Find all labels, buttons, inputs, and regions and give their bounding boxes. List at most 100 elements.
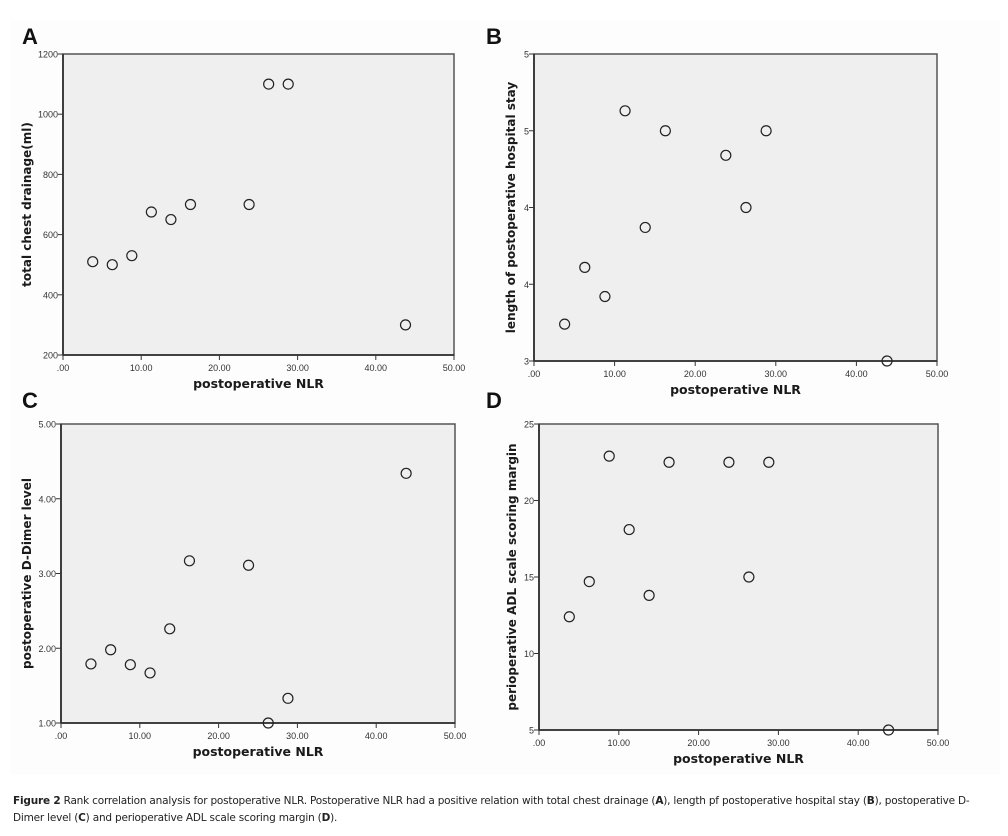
data-point	[124, 659, 136, 671]
y-tick-label: 20	[524, 496, 534, 506]
data-point	[85, 658, 97, 670]
panel-label-d: D	[486, 388, 502, 413]
data-point	[623, 523, 635, 536]
y-tick-label: 3	[524, 357, 529, 367]
caption-segment: ) and perioperative ADL scale scoring ma…	[85, 812, 322, 824]
x-tick-label: 40.00	[845, 369, 868, 379]
data-point	[165, 213, 177, 226]
data-point	[282, 78, 294, 90]
x-tick-label: .00	[55, 731, 68, 741]
x-tick-label: 20.00	[208, 363, 231, 373]
x-tick-label: 30.00	[286, 363, 309, 373]
panel-label-c: C	[22, 388, 38, 413]
caption-segment: Rank correlation analysis for postoperat…	[60, 795, 656, 807]
y-tick-label: 4	[524, 203, 529, 213]
x-tick-label: 20.00	[207, 731, 230, 741]
data-point	[723, 456, 735, 468]
data-point	[760, 125, 772, 137]
x-tick-label: .00	[533, 738, 546, 748]
x-tick-label: 50.00	[926, 369, 949, 379]
data-point	[399, 319, 412, 331]
data-point	[743, 571, 755, 583]
y-tick-label: 4	[524, 280, 529, 290]
y-tick-label: 4.00	[38, 494, 56, 504]
data-point	[282, 692, 294, 704]
data-point	[720, 149, 732, 161]
x-tick-label: .00	[528, 369, 541, 379]
data-point	[559, 318, 571, 330]
caption-panel-ref: B	[866, 795, 875, 807]
caption-label: Figure 2	[13, 795, 61, 807]
y-tick-label: 5	[524, 50, 529, 60]
y-tick-label: 1200	[38, 50, 58, 60]
caption-panel-ref: C	[78, 812, 86, 824]
y-tick-label: 1.00	[38, 719, 56, 729]
plot-area	[60, 423, 456, 724]
data-point	[643, 589, 655, 601]
data-point	[882, 724, 895, 736]
data-point	[243, 198, 255, 211]
y-tick-label: 5	[529, 726, 534, 736]
figure-caption: Figure 2 Rank correlation analysis for p…	[13, 793, 998, 827]
x-axis-title: postoperative NLR	[193, 376, 324, 391]
y-tick-label: 2.00	[38, 644, 56, 654]
y-tick-label: 600	[43, 230, 58, 240]
x-tick-label: 10.00	[129, 731, 152, 741]
data-point	[583, 575, 595, 588]
plot-area	[533, 53, 938, 362]
x-tick-label: 30.00	[765, 369, 788, 379]
x-axis-title: postoperative NLR	[673, 751, 804, 766]
data-point	[105, 644, 117, 656]
data-point	[579, 261, 591, 273]
data-point	[881, 355, 893, 367]
x-tick-label: 10.00	[130, 363, 153, 373]
y-tick-label: 800	[43, 170, 58, 180]
caption-panel-ref: D	[321, 812, 331, 824]
panel-label-a: A	[22, 24, 38, 49]
y-tick-label: 5	[524, 126, 529, 136]
x-tick-label: 20.00	[684, 369, 707, 379]
data-point	[639, 221, 651, 234]
data-point	[603, 450, 615, 462]
y-tick-label: 3.00	[38, 569, 56, 579]
panel-label-b: B	[486, 24, 502, 49]
y-axis-title: postoperative D-Dimer level	[20, 478, 34, 669]
plot-area	[538, 423, 939, 731]
caption-segment: ).	[330, 812, 338, 824]
y-axis-title: perioperative ADL scale scoring margin	[505, 443, 519, 710]
x-tick-label: 30.00	[286, 731, 309, 741]
x-axis-title: postoperative NLR	[193, 744, 324, 759]
data-point	[659, 125, 671, 137]
x-tick-label: 40.00	[847, 738, 870, 748]
caption-panel-ref: A	[655, 795, 664, 807]
data-point	[263, 78, 275, 90]
y-tick-label: 10	[524, 649, 534, 659]
data-point	[563, 611, 575, 623]
y-axis-title: length of postoperative hospital stay	[504, 82, 518, 334]
x-tick-label: 10.00	[603, 369, 626, 379]
caption-text: Rank correlation analysis for postoperat…	[13, 795, 970, 824]
data-point	[619, 105, 631, 117]
x-tick-label: 20.00	[687, 738, 710, 748]
x-tick-label: 50.00	[444, 731, 467, 741]
data-point	[164, 623, 176, 635]
y-tick-label: 200	[43, 351, 58, 361]
data-point	[763, 456, 775, 468]
y-tick-label: 25	[524, 420, 534, 430]
data-point	[599, 290, 611, 303]
x-tick-label: 30.00	[767, 738, 790, 748]
x-tick-label: 40.00	[365, 363, 388, 373]
x-tick-label: 10.00	[608, 738, 631, 748]
x-tick-label: 50.00	[443, 363, 466, 373]
data-point	[145, 206, 157, 218]
data-point	[400, 467, 412, 479]
y-tick-label: 5.00	[38, 420, 56, 430]
x-axis-title: postoperative NLR	[670, 382, 801, 397]
y-axis-title: total chest drainage(ml)	[20, 122, 34, 287]
y-tick-label: 400	[43, 290, 58, 300]
data-point	[106, 259, 118, 271]
caption-segment: ), length pf postoperative hospital stay…	[663, 795, 867, 807]
